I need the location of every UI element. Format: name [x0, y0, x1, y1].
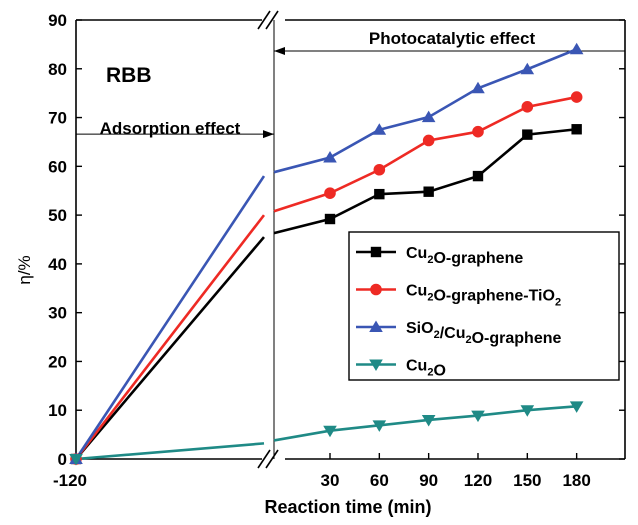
y-axis-title: η/% [15, 255, 34, 284]
series-1-point [521, 101, 534, 113]
legend-box [348, 231, 620, 381]
series-2-point [520, 62, 535, 75]
legend-marker-2 [369, 320, 383, 332]
series-2-point [421, 110, 436, 123]
series-3-photo-line [273, 405, 577, 442]
y-tick-label: 40 [48, 255, 67, 274]
legend-label-3: Cu2O [406, 358, 446, 380]
chart-text-layer: RBB Reaction time (min) η/% Adsorption e… [15, 11, 591, 517]
x-axis-title: Reaction time (min) [264, 497, 431, 517]
y-tick-label: 80 [48, 60, 67, 79]
y-tick-label: 20 [48, 352, 67, 371]
panel-label: RBB [106, 64, 152, 87]
y-tick-label: 70 [48, 109, 67, 128]
adsorption-arrowhead [263, 130, 274, 139]
series-0-point [324, 213, 336, 225]
series-3-point [471, 410, 485, 423]
series-1-point [472, 125, 484, 138]
x-tick-label: 60 [370, 471, 389, 490]
photocatalytic-annotation: Photocatalytic effect [369, 29, 536, 48]
axis-break-bottom-1 [265, 449, 279, 469]
series-0-point [423, 186, 434, 197]
series-2-point [471, 81, 485, 94]
axis-break-top-1 [265, 10, 279, 30]
x-tick-label: 180 [562, 471, 590, 490]
series-0-point [374, 188, 385, 200]
axis-break-top-0 [257, 10, 271, 30]
series-1-point [324, 187, 336, 199]
series-1-adsorption-line [74, 214, 266, 460]
series-2-point [323, 151, 337, 163]
series-0-point [571, 124, 582, 135]
x-tick-label: 30 [321, 471, 340, 490]
legend-label-0: Cu2O-graphene [406, 245, 523, 267]
x-tick-label: -120 [53, 471, 87, 490]
legend-label-2: SiO2/Cu2O-graphene [406, 320, 561, 347]
series-1-point [373, 163, 386, 176]
legend: Cu2O-graphene Cu2O-graphene-TiO2 SiO2/Cu2O… [348, 231, 620, 381]
x-tick-label: 150 [513, 471, 541, 490]
series-3-point [520, 405, 535, 417]
legend-label-1: Cu2O-graphene-TiO2 [406, 283, 561, 309]
legend-marker-3 [369, 359, 383, 371]
series-2-point [372, 123, 387, 135]
series-3-start-point [69, 454, 83, 466]
chart-frame-layer [75, 10, 626, 469]
y-tick-label: 90 [48, 11, 67, 30]
legend-marker-0 [370, 246, 382, 258]
series-0-point [522, 129, 533, 140]
series-1-point [570, 91, 583, 103]
series-3-point [421, 414, 436, 427]
series-3-point [569, 401, 584, 413]
series-3-point [372, 420, 387, 432]
series-0-adsorption-line [75, 236, 265, 460]
series-2-point [569, 42, 584, 55]
series-3-adsorption-line [75, 442, 265, 461]
series-2-adsorption-line [74, 175, 266, 460]
chart-markers-layer [69, 42, 584, 466]
x-tick-label: 120 [464, 471, 492, 490]
y-tick-label: 60 [48, 157, 67, 176]
axis-break-bottom-0 [257, 449, 271, 469]
series-0-point [472, 170, 484, 182]
photocatalytic-arrowhead [274, 47, 285, 55]
y-tick-label: 50 [48, 206, 67, 225]
x-tick-label: 90 [419, 471, 438, 490]
y-tick-label: 10 [48, 401, 67, 420]
series-1-point [422, 134, 435, 147]
legend-marker-1 [370, 283, 382, 296]
y-tick-label: 0 [58, 450, 67, 469]
y-tick-label: 30 [48, 304, 67, 323]
series-3-point [323, 425, 337, 438]
adsorption-annotation: Adsorption effect [100, 119, 241, 138]
